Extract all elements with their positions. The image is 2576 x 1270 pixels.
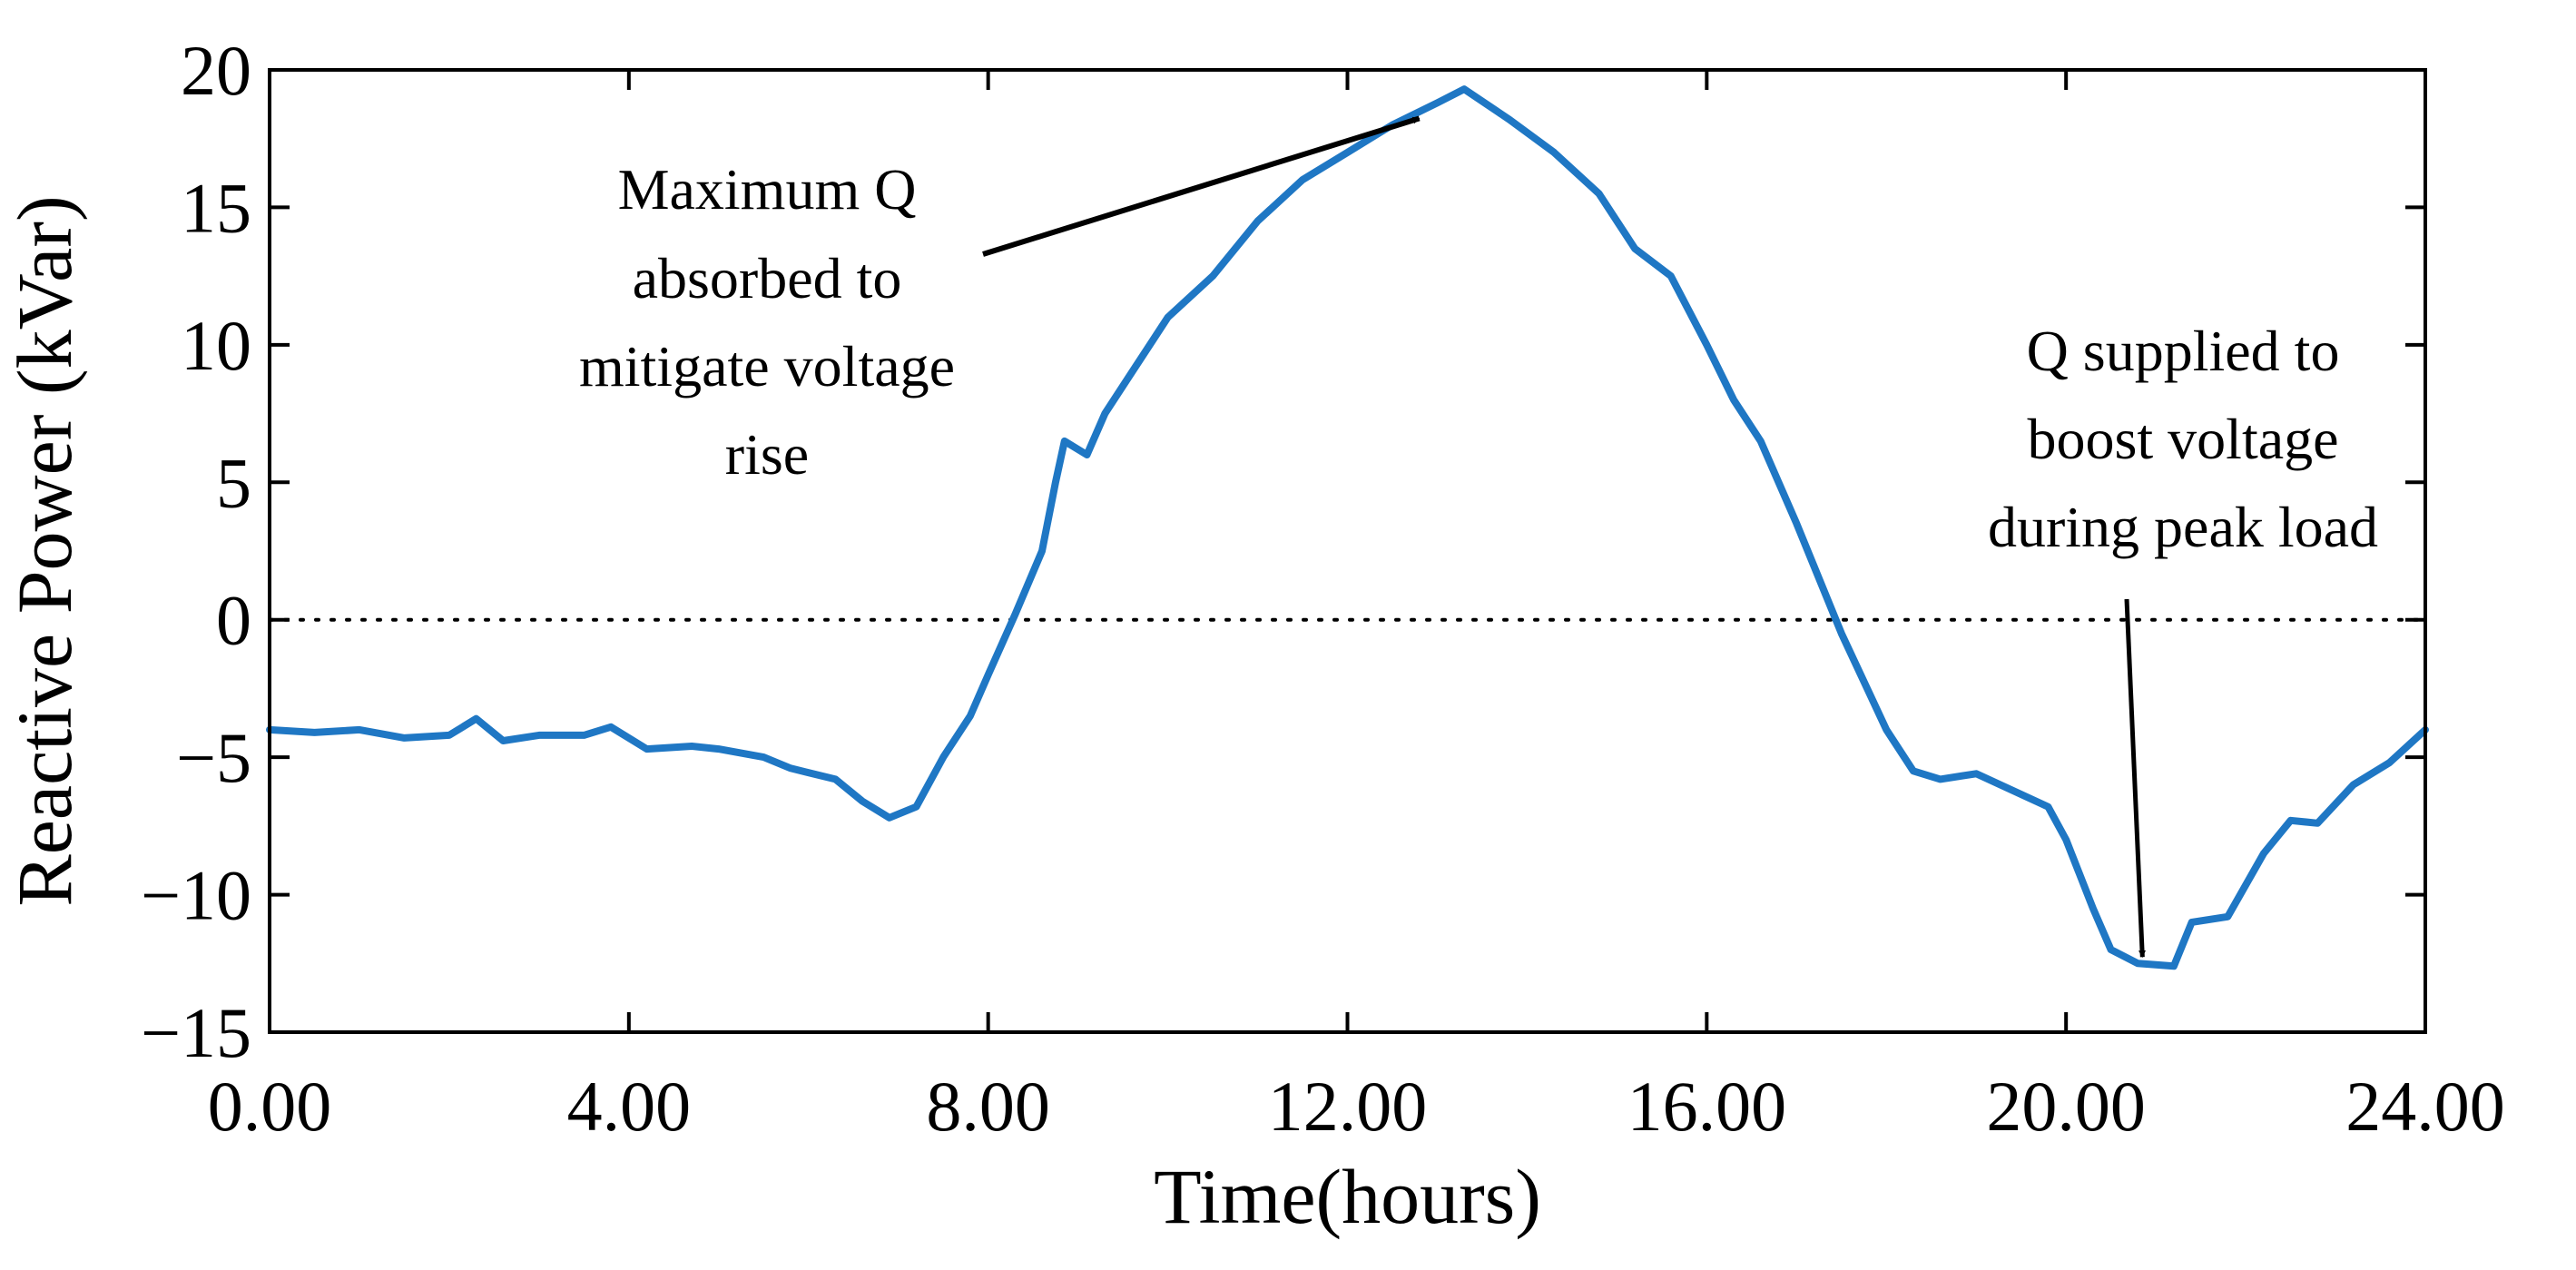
labels-layer: 0.00 4.00 8.00 12.00 16.00 20.00 24.00 20 15 10 5 0…	[141, 31, 2505, 1146]
annotation-1-line-4: rise	[725, 422, 809, 487]
y-tick-label: 15	[181, 168, 251, 247]
x-tick-label: 20.00	[1986, 1067, 2146, 1146]
y-axis-title: Reactive Power (kVar)	[1, 195, 88, 906]
x-axis-title: Time(hours)	[1154, 1153, 1541, 1240]
x-tick-label: 4.00	[567, 1067, 692, 1146]
annotation-2-line-1: Q supplied to	[2027, 319, 2340, 383]
series-layer	[266, 85, 2429, 970]
annotation-peak-supply: Q supplied to boost voltage during peak …	[1988, 319, 2378, 959]
y-tick-label: −5	[176, 718, 251, 797]
annotation-1-arrow	[982, 115, 1421, 257]
x-tick-label: 12.00	[1268, 1067, 1428, 1146]
y-tick-label: 20	[181, 31, 251, 110]
y-tick-label: 10	[181, 306, 251, 385]
y-tick-label: −10	[141, 856, 251, 935]
ticks-layer	[268, 68, 2427, 1034]
x-tick-label: 16.00	[1627, 1067, 1787, 1146]
x-tick-label: 8.00	[926, 1067, 1050, 1146]
annotation-1-line-2: absorbed to	[633, 246, 902, 310]
annotation-2-line-3: during peak load	[1988, 495, 2378, 559]
annotation-2-arrow	[2124, 598, 2147, 959]
y-tick-label: 5	[216, 443, 251, 522]
y-tick-label: −15	[141, 993, 251, 1072]
annotation-1-line-1: Maximum Q	[618, 157, 917, 222]
series-line-0	[266, 85, 2429, 970]
annotation-2-line-2: boost voltage	[2027, 407, 2338, 471]
x-tick-label: 0.00	[208, 1067, 332, 1146]
y-tick-label: 0	[216, 581, 251, 660]
x-tick-label: 24.00	[2345, 1067, 2505, 1146]
annotation-1-line-3: mitigate voltage	[579, 334, 955, 399]
annotation-max-absorbed: Maximum Q absorbed to mitigate voltage r…	[579, 115, 1421, 487]
